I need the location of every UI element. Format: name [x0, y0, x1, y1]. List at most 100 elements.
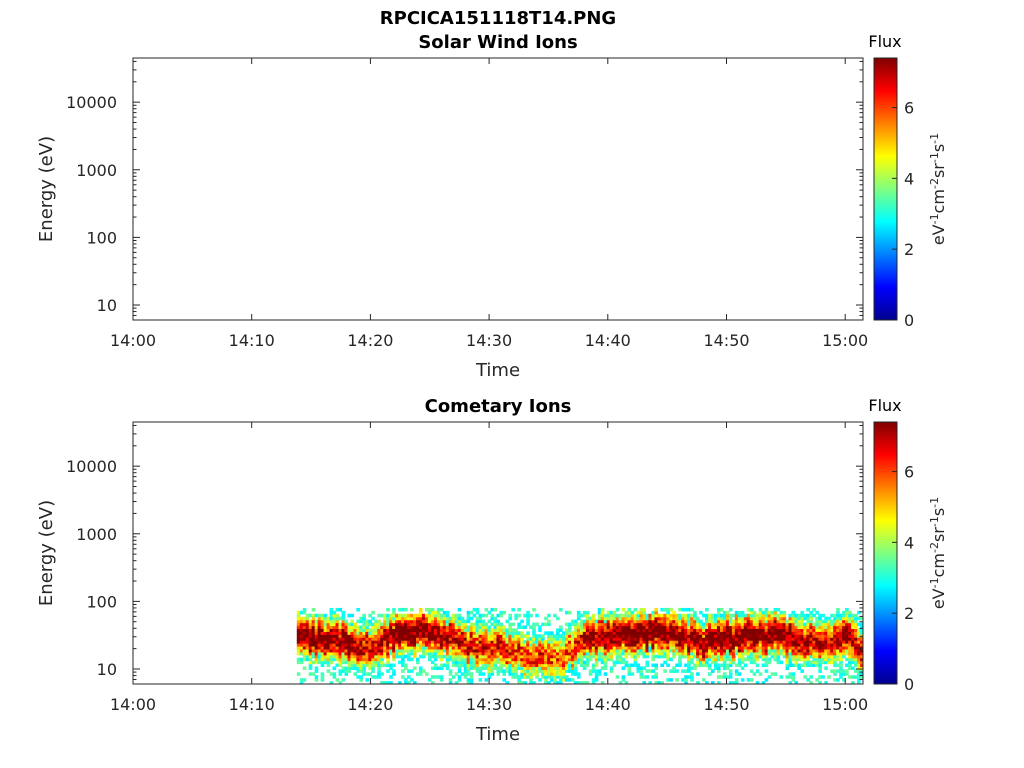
- heatmap-cell: [594, 660, 599, 665]
- heatmap-cell: [475, 654, 480, 659]
- heatmap-cell: [454, 631, 459, 635]
- heatmap-cell: [585, 631, 590, 635]
- heatmap-cell: [374, 637, 378, 641]
- heatmap-cell: [535, 675, 539, 679]
- heatmap-cell: [779, 660, 784, 665]
- heatmap-cell: [663, 645, 667, 650]
- heatmap-cell: [755, 645, 760, 650]
- heatmap-cell: [457, 666, 462, 670]
- heatmap-cell: [663, 640, 667, 644]
- heatmap-cell: [523, 672, 527, 676]
- heatmap-cell: [556, 669, 560, 673]
- heatmap-cell: [329, 619, 334, 624]
- heatmap-cell: [731, 637, 736, 641]
- heatmap-cell: [416, 672, 420, 676]
- heatmap-cell: [618, 654, 623, 659]
- heatmap-cell: [845, 657, 849, 662]
- heatmap-cell: [699, 643, 703, 647]
- heatmap-cell: [299, 657, 304, 662]
- heatmap-cell: [857, 634, 861, 638]
- heatmap-cell: [612, 645, 617, 650]
- heatmap-cell: [737, 628, 742, 632]
- heatmap-cell: [672, 651, 676, 656]
- heatmap-cell: [716, 654, 721, 659]
- heatmap-cell: [830, 619, 834, 624]
- heatmap-cell: [353, 666, 357, 670]
- heatmap-cell: [427, 622, 432, 627]
- heatmap-cell: [711, 643, 715, 647]
- heatmap-cell: [421, 645, 426, 650]
- heatmap-cell: [681, 607, 685, 612]
- heatmap-cell: [714, 616, 718, 621]
- heatmap-cell: [845, 631, 849, 635]
- heatmap-cell: [567, 643, 572, 647]
- heatmap-cell: [442, 628, 447, 632]
- heatmap-cell: [699, 619, 703, 624]
- heatmap-cell: [556, 634, 560, 638]
- heatmap-cell: [582, 634, 587, 638]
- heatmap-cell: [326, 657, 331, 662]
- heatmap-cell: [851, 675, 855, 679]
- heatmap-cell: [722, 628, 727, 632]
- heatmap-cell: [329, 643, 334, 647]
- heatmap-cell: [427, 619, 432, 624]
- heatmap-cell: [508, 663, 512, 668]
- heatmap-cell: [335, 625, 340, 630]
- heatmap-cell: [860, 657, 863, 662]
- heatmap-cell: [606, 640, 611, 644]
- heatmap-cell: [639, 622, 644, 627]
- heatmap-cell: [344, 628, 349, 632]
- heatmap-cell: [845, 625, 849, 630]
- heatmap-cell: [547, 640, 551, 644]
- heatmap-cell: [749, 678, 754, 682]
- heatmap-cell: [326, 622, 331, 627]
- heatmap-cell: [433, 613, 438, 618]
- heatmap-cell: [645, 616, 650, 621]
- heatmap-cell: [436, 631, 441, 635]
- heatmap-cell: [469, 634, 474, 638]
- heatmap-cell: [332, 651, 337, 656]
- heatmap-cell: [323, 651, 328, 656]
- heatmap-cell: [618, 628, 623, 632]
- heatmap-cell: [579, 663, 584, 668]
- panel-solar-wind-ions: Solar Wind Ions 14:00 14:10 14:20 14:30 14:4…: [36, 32, 948, 381]
- heatmap-cell: [424, 607, 429, 612]
- heatmap-cell: [612, 619, 617, 624]
- heatmap-cell: [407, 675, 411, 679]
- heatmap-cell: [645, 637, 650, 641]
- heatmap-cell: [842, 616, 846, 621]
- heatmap-cell: [702, 678, 706, 682]
- heatmap-cell: [848, 613, 852, 618]
- heatmap-cell: [573, 651, 578, 656]
- heatmap-cell: [609, 645, 614, 650]
- heatmap-cell: [705, 616, 709, 621]
- heatmap-cell: [675, 648, 679, 653]
- heatmap-cell: [797, 631, 802, 635]
- heatmap-cell: [383, 637, 387, 641]
- heatmap-cell: [702, 628, 706, 632]
- heatmap-cell: [708, 672, 712, 676]
- heatmap-cell: [359, 643, 363, 647]
- heatmap-cell: [803, 634, 807, 638]
- heatmap-cell: [532, 648, 536, 653]
- heatmap-cell: [395, 625, 399, 630]
- heatmap-cell: [678, 645, 682, 650]
- heatmap-cell: [761, 616, 766, 621]
- heatmap-cell: [806, 634, 810, 638]
- heatmap-cell: [722, 622, 727, 627]
- heatmap-cell: [523, 645, 527, 650]
- heatmap-cell: [451, 657, 456, 662]
- heatmap-cell: [708, 619, 712, 624]
- heatmap-cell: [565, 663, 569, 668]
- heatmap-cell: [368, 613, 372, 618]
- heatmap-cell: [487, 610, 492, 615]
- heatmap-cell: [630, 654, 635, 659]
- heatmap-cell: [329, 625, 334, 630]
- heatmap-cell: [597, 634, 602, 638]
- heatmap-cell: [606, 654, 611, 659]
- heatmap-cell: [469, 660, 474, 665]
- heatmap-cell: [377, 672, 381, 676]
- heatmap-cell: [544, 672, 548, 676]
- heatmap-cell: [570, 663, 575, 668]
- heatmap-cell: [621, 666, 626, 670]
